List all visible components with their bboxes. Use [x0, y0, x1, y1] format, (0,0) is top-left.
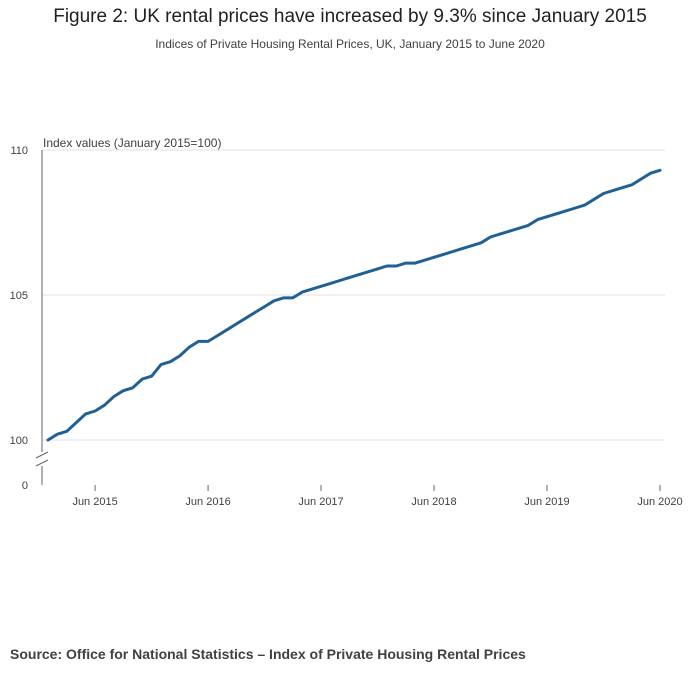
y-tick-label: 110	[10, 145, 28, 157]
chart-subtitle: Indices of Private Housing Rental Prices…	[155, 37, 545, 51]
y-tick-label: 100	[10, 435, 28, 447]
x-tick-label: Jun 2019	[524, 496, 569, 508]
chart-title: Figure 2: UK rental prices have increase…	[53, 6, 647, 27]
y-tick-label: 105	[10, 290, 28, 302]
x-tick-label: Jun 2015	[72, 496, 117, 508]
x-tick-label: Jun 2016	[185, 496, 230, 508]
axis-break-mark	[35, 459, 49, 467]
source-note: Source: Office for National Statistics –…	[10, 646, 526, 662]
series-line-rental-index	[46, 168, 662, 442]
x-tick-label: Jun 2020	[637, 496, 682, 508]
axis-break-mark	[35, 451, 49, 459]
y-axis-label: Index values (January 2015=100)	[43, 136, 221, 150]
x-tick-label: Jun 2018	[411, 496, 456, 508]
y-tick-label: 0	[22, 480, 28, 492]
x-tick-label: Jun 2017	[298, 496, 343, 508]
